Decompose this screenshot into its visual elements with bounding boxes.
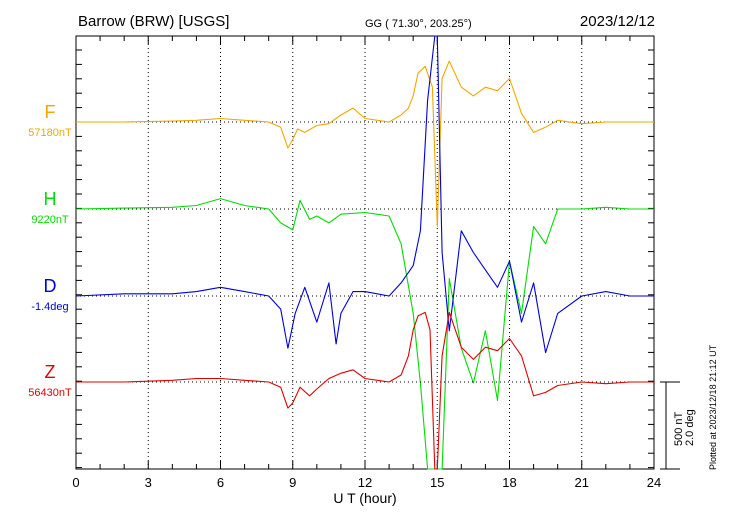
coordinates-label: GG ( 71.30°, 203.25°)	[365, 18, 472, 30]
x-tick-label: 15	[430, 475, 444, 490]
x-tick-label: 24	[647, 475, 661, 490]
date-label: 2023/12/12	[580, 13, 655, 30]
x-tick-label: 12	[358, 475, 372, 490]
component-labels: F 57180nT H 9220nT D -1.4deg Z 56430nT	[28, 102, 72, 399]
plotted-note: Plotted at 2023/12/18 21:12 UT	[708, 344, 718, 470]
station-title: Barrow (BRW) [USGS]	[78, 13, 229, 30]
baseline-value-d: -1.4deg	[31, 301, 68, 313]
scale-bar: 500 nT 2.0 deg	[660, 381, 696, 470]
baseline-value-f: 57180nT	[28, 127, 72, 139]
x-tick-label: 3	[145, 475, 152, 490]
x-tick-label: 18	[502, 475, 516, 490]
x-axis-label: U T (hour)	[333, 490, 396, 506]
series-line-d	[75, 35, 654, 354]
series-line-z	[76, 311, 654, 470]
component-label-d: D	[44, 276, 57, 296]
x-tick-label: 0	[72, 475, 79, 490]
x-tick-label: 9	[289, 475, 296, 490]
component-label-f: F	[45, 102, 56, 122]
x-tick-label: 21	[575, 475, 589, 490]
series-group	[75, 35, 654, 470]
x-tick-labels: 0 3 6 9 12 15 18 21 24	[72, 475, 661, 490]
grid	[147, 36, 583, 469]
component-label-h: H	[44, 189, 57, 209]
scale-deg-label: 2.0 deg	[684, 409, 696, 446]
baseline-value-z: 56430nT	[28, 387, 72, 399]
x-tick-label: 6	[217, 475, 224, 490]
series-line-h	[75, 198, 654, 470]
scale-nt-label: 500 nT	[673, 411, 685, 446]
baseline-value-h: 9220nT	[31, 214, 69, 226]
series-line-f	[76, 60, 654, 227]
component-label-z: Z	[45, 362, 56, 382]
